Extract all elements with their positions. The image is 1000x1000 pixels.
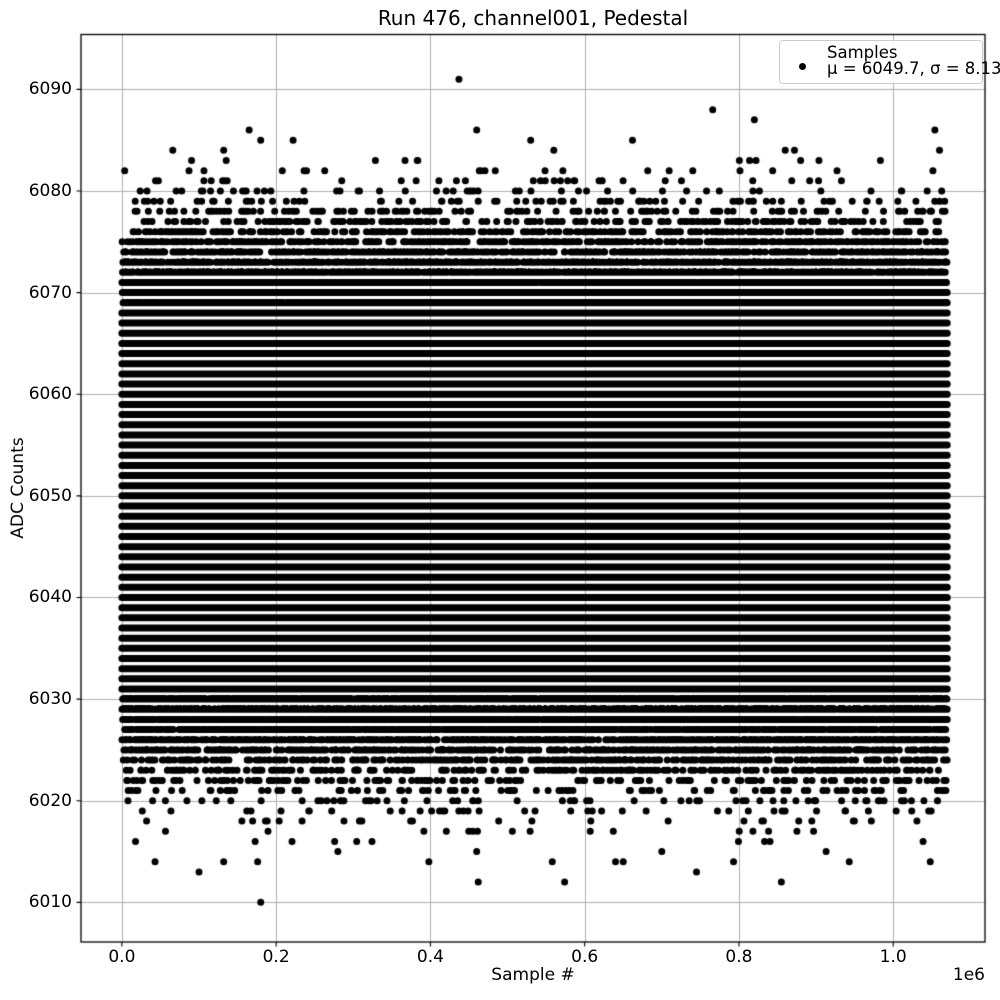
- legend-marker-dot-icon: [799, 63, 806, 70]
- x-axis-offset-text: 1e6: [952, 965, 985, 985]
- legend-label-stats: μ = 6049.7, σ = 8.13: [827, 59, 1000, 78]
- y-axis-label: ADC Counts: [8, 437, 28, 539]
- legend-label-samples: Samples: [827, 43, 898, 62]
- x-axis-label: Sample #: [491, 965, 575, 985]
- plot-title: Run 476, channel001, Pedestal: [377, 6, 689, 30]
- legend: Samples μ = 6049.7, σ = 8.13: [779, 40, 1000, 84]
